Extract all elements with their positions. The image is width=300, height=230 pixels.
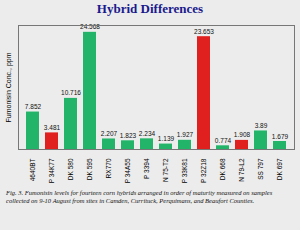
svg-text:1.139: 1.139 <box>158 135 175 142</box>
svg-text:P 34K77: P 34K77 <box>48 158 55 183</box>
svg-text:P 3394: P 3394 <box>143 158 150 179</box>
svg-text:SS 797: SS 797 <box>257 158 264 180</box>
svg-text:Fumonisin Conc., ppm: Fumonisin Conc., ppm <box>5 52 13 122</box>
svg-text:P 32Z18: P 32Z18 <box>200 158 207 183</box>
svg-text:1.908: 1.908 <box>234 131 251 138</box>
svg-text:0.774: 0.774 <box>215 137 232 144</box>
svg-text:N 79-L2: N 79-L2 <box>238 158 245 182</box>
svg-text:DK 668: DK 668 <box>219 158 226 180</box>
svg-text:DK 580: DK 580 <box>67 158 74 180</box>
svg-text:DK 697: DK 697 <box>276 158 283 180</box>
svg-text:P 34A55: P 34A55 <box>124 158 131 183</box>
svg-text:P 33K81: P 33K81 <box>181 158 188 183</box>
svg-text:1.679: 1.679 <box>272 133 289 140</box>
svg-text:N 75-T2: N 75-T2 <box>162 158 169 182</box>
svg-text:23.653: 23.653 <box>194 28 214 35</box>
svg-text:2.207: 2.207 <box>101 130 118 137</box>
svg-text:3.481: 3.481 <box>44 124 61 131</box>
svg-text:3.89: 3.89 <box>255 122 268 129</box>
svg-text:DK 595: DK 595 <box>86 158 93 180</box>
svg-text:24.568: 24.568 <box>80 23 100 30</box>
svg-text:7.852: 7.852 <box>25 103 42 110</box>
svg-text:1.823: 1.823 <box>120 132 137 139</box>
svg-text:2.234: 2.234 <box>139 130 156 137</box>
html-text:Hybrid Differences: Hybrid Differences <box>96 1 204 16</box>
svg-text:4640BT: 4640BT <box>29 158 36 181</box>
svg-text:1.927: 1.927 <box>177 131 194 138</box>
svg-text:RX770: RX770 <box>105 158 112 178</box>
svg-text:10.716: 10.716 <box>61 89 81 96</box>
html-text:Fig. 3. Fumonisin levels for f: Fig. 3. Fumonisin levels for fourteen co… <box>6 189 273 204</box>
